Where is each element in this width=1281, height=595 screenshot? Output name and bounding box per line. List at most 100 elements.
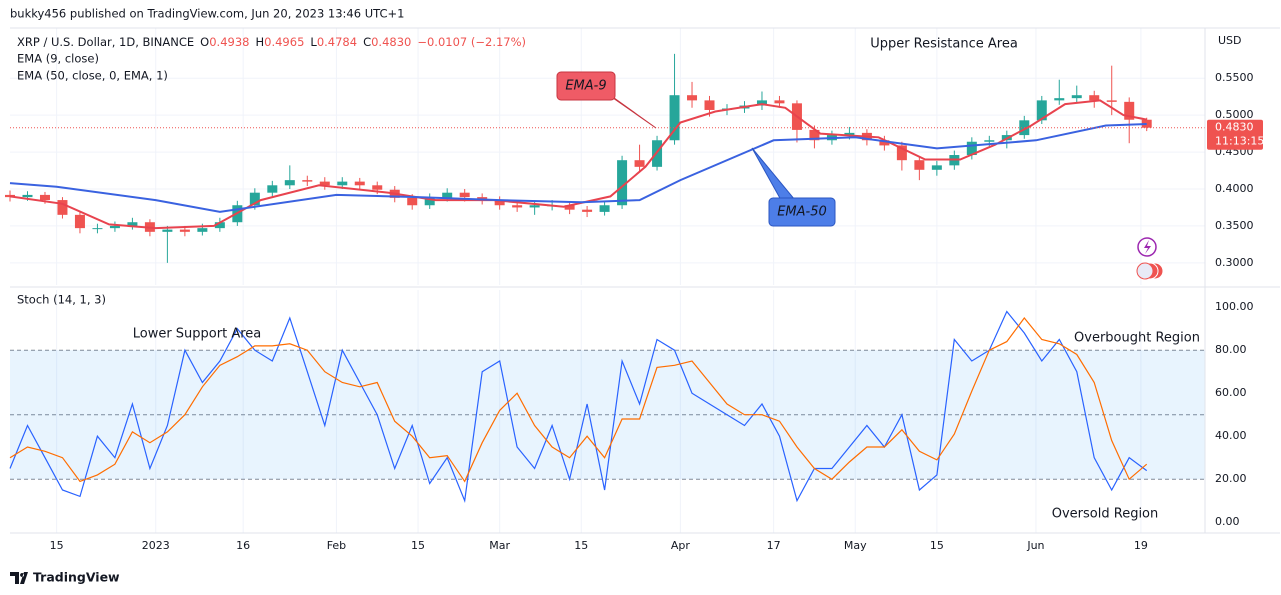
candle-body bbox=[92, 228, 103, 230]
x-tick-label: May bbox=[844, 539, 867, 552]
candle-body bbox=[896, 145, 907, 161]
annotation: Oversold Region bbox=[1052, 507, 1159, 522]
x-tick-label: Jun bbox=[1026, 539, 1044, 552]
quote-label: L bbox=[310, 35, 317, 49]
y-tick-label: 80.00 bbox=[1215, 343, 1247, 356]
candle-body bbox=[1124, 101, 1135, 120]
y-tick-label: 60.00 bbox=[1215, 386, 1247, 399]
x-tick-label: Feb bbox=[327, 539, 346, 552]
symbol-legend: XRP / U.S. Dollar, 1D, BINANCE O0.4938 H0.… bbox=[17, 35, 526, 49]
candle-body bbox=[372, 185, 383, 190]
candle-body bbox=[267, 185, 278, 193]
stoch-line bbox=[9, 317, 1148, 483]
quote-label: H bbox=[255, 35, 264, 49]
candle-body bbox=[1054, 98, 1065, 101]
ema-line bbox=[9, 123, 1147, 213]
candle-body bbox=[634, 160, 645, 167]
symbol-title: XRP / U.S. Dollar, 1D, BINANCE bbox=[17, 35, 194, 49]
last-price-label: 0.4830 bbox=[1215, 121, 1254, 134]
last-price-box bbox=[1207, 119, 1263, 150]
candle-body bbox=[459, 192, 470, 198]
candle-body bbox=[1036, 100, 1047, 121]
candle-body bbox=[442, 192, 453, 198]
countdown-label: 11:13:15 bbox=[1215, 135, 1264, 148]
x-tick-label: Mar bbox=[489, 539, 510, 552]
stoch-legend: Stoch (14, 1, 3) bbox=[17, 293, 106, 307]
quote-value: 0.4938 bbox=[209, 35, 249, 49]
y-tick-label: 0.3000 bbox=[1215, 256, 1254, 269]
ema50-callout bbox=[768, 197, 836, 227]
candle-body bbox=[22, 194, 33, 198]
candle-body bbox=[162, 229, 173, 232]
candle-body bbox=[302, 180, 313, 182]
x-tick-label: Apr bbox=[671, 539, 691, 552]
x-tick-label: 15 bbox=[574, 539, 588, 552]
x-tick-label: 15 bbox=[50, 539, 64, 552]
candle-body bbox=[1106, 100, 1117, 102]
candle-body bbox=[529, 205, 540, 208]
candle-body bbox=[687, 95, 698, 101]
candle-body bbox=[494, 200, 505, 206]
y-tick-label: 0.5500 bbox=[1215, 71, 1254, 84]
ema9-callout bbox=[556, 71, 616, 101]
y-tick-label: 0.4000 bbox=[1215, 182, 1254, 195]
candle-body bbox=[931, 165, 942, 170]
y-tick-label: 0.3500 bbox=[1215, 219, 1254, 232]
x-tick-label: 2023 bbox=[142, 539, 170, 552]
candle-body bbox=[564, 205, 575, 210]
ema50-legend: EMA (50, close, 0, EMA, 1) bbox=[17, 69, 168, 83]
x-tick-label: 17 bbox=[767, 539, 781, 552]
candle-body bbox=[1141, 119, 1152, 128]
candle-body bbox=[599, 205, 610, 212]
stoch-band bbox=[10, 350, 1205, 480]
candle-body bbox=[669, 95, 680, 141]
candle-body bbox=[1089, 95, 1100, 101]
y-tick-label: 0.00 bbox=[1215, 515, 1240, 528]
candle-body bbox=[249, 192, 260, 206]
quote-label: O bbox=[200, 35, 209, 49]
x-tick-label: 15 bbox=[411, 539, 425, 552]
quote-label: C bbox=[363, 35, 371, 49]
candle-body bbox=[179, 229, 190, 232]
ema9-legend: EMA (9, close) bbox=[17, 52, 99, 66]
candle-body bbox=[354, 181, 365, 186]
candle-body bbox=[407, 197, 418, 206]
candle-body bbox=[617, 160, 628, 206]
x-tick-label: 19 bbox=[1134, 539, 1148, 552]
quote-value: 0.4830 bbox=[371, 35, 411, 49]
candle-body bbox=[214, 222, 225, 229]
x-tick-label: 16 bbox=[236, 539, 250, 552]
quote-change: −0.0107 (−2.17%) bbox=[417, 35, 526, 49]
candle-body bbox=[1071, 95, 1082, 99]
quote-value: 0.4965 bbox=[264, 35, 304, 49]
candle-body bbox=[512, 205, 523, 208]
candle-body bbox=[284, 180, 295, 186]
candle-body bbox=[704, 100, 715, 110]
candle-body bbox=[774, 100, 785, 104]
candle-body bbox=[109, 225, 120, 229]
candle-body bbox=[74, 214, 85, 229]
marks-layer bbox=[5, 53, 1205, 504]
candle-body bbox=[756, 100, 767, 106]
candle-body bbox=[879, 140, 890, 146]
annotation: Overbought Region bbox=[1074, 331, 1200, 346]
candle-body bbox=[319, 181, 330, 186]
y-tick-label: 100.00 bbox=[1215, 300, 1254, 313]
candle-body bbox=[966, 141, 977, 156]
footer-brand: TradingView bbox=[33, 570, 120, 585]
event-icon-bolt bbox=[1144, 240, 1151, 254]
flag-icon[interactable] bbox=[1136, 262, 1154, 280]
annotation: EMA-9 bbox=[565, 79, 606, 94]
quote-value: 0.4784 bbox=[317, 35, 357, 49]
candle-body bbox=[39, 194, 50, 201]
annotation: EMA-50 bbox=[777, 205, 827, 220]
candle-body bbox=[809, 129, 820, 141]
y-tick-label: 40.00 bbox=[1215, 429, 1247, 442]
candle-body bbox=[424, 197, 435, 206]
candle-body bbox=[582, 209, 593, 212]
publish-header: bukky456 published on TradingView.com, J… bbox=[10, 7, 404, 21]
x-tick-label: 15 bbox=[930, 539, 944, 552]
stoch-line bbox=[9, 310, 1148, 504]
